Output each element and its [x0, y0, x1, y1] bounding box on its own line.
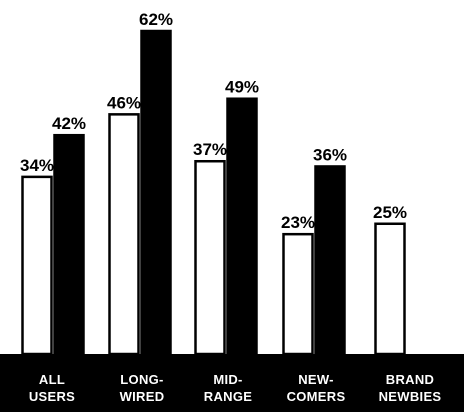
category-label-2-line-0: MID-: [213, 372, 242, 387]
value-label-white-0: 34%: [20, 156, 54, 175]
category-label-band: [0, 354, 464, 412]
value-label-black-1: 62%: [139, 10, 173, 29]
bar-black-3: [314, 165, 346, 356]
value-label-black-0: 42%: [52, 114, 86, 133]
category-label-2-line-1: RANGE: [204, 389, 252, 404]
category-label-1-line-1: WIRED: [120, 389, 165, 404]
category-label-3-line-1: COMERS: [287, 389, 346, 404]
bar-white-1: [108, 113, 140, 356]
category-label-1-line-0: LONG-: [120, 372, 163, 387]
value-label-black-3: 36%: [313, 145, 347, 164]
bar-black-0: [53, 133, 85, 356]
category-label-4-line-0: BRAND: [386, 372, 434, 387]
value-label-black-2: 49%: [225, 78, 259, 97]
bar-black-1: [140, 29, 172, 356]
value-label-white-4: 25%: [373, 203, 407, 222]
bar-white-0: [21, 175, 53, 356]
category-label-0-line-0: ALL: [39, 372, 65, 387]
category-label-0-line-1: USERS: [29, 389, 75, 404]
bar-white-3: [282, 232, 314, 356]
value-label-white-2: 37%: [193, 140, 227, 159]
bar-white-2: [194, 159, 226, 356]
bar-black-2: [226, 97, 258, 356]
category-label-3-line-0: NEW-: [298, 372, 334, 387]
value-label-white-1: 46%: [107, 93, 141, 112]
category-label-4-line-1: NEWBIES: [379, 389, 442, 404]
value-label-white-3: 23%: [281, 213, 315, 232]
bar-white-4: [374, 222, 406, 356]
